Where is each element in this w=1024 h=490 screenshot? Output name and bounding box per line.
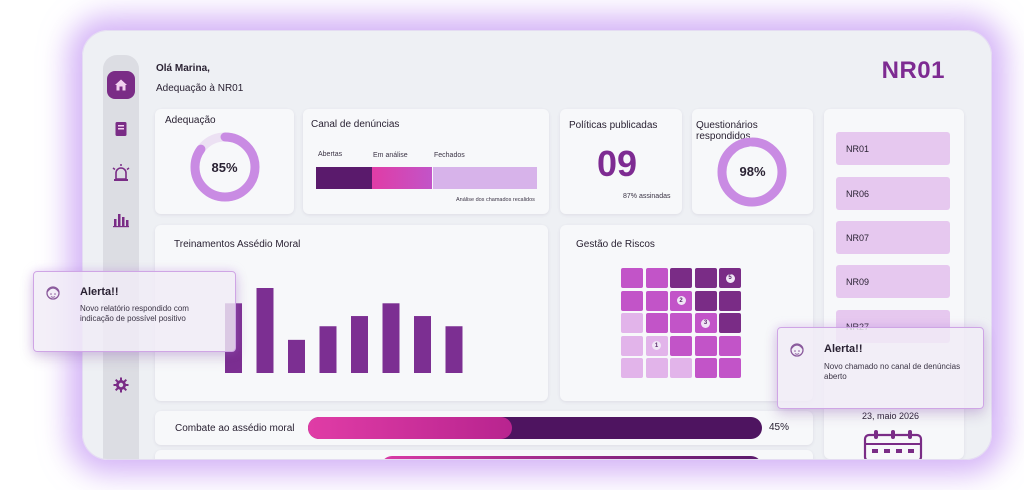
calendar-icon	[863, 430, 923, 459]
risk-cell[interactable]	[645, 290, 668, 311]
training-bar	[319, 326, 337, 373]
brand-logo: NR01	[881, 57, 945, 84]
siren-icon	[112, 164, 130, 181]
training-bar	[445, 326, 463, 373]
gear-icon	[113, 377, 129, 393]
questionnaires-value: 98%	[739, 164, 766, 179]
alert-text: Novo chamado no canal de denúncias abert…	[824, 362, 961, 381]
book-icon	[115, 122, 127, 136]
progress-track-2	[381, 456, 762, 459]
date-label: 23, maio 2026	[862, 411, 920, 421]
risk-card[interactable]: Gestão de Riscos 5 2 3 1	[560, 225, 813, 401]
complaints-title: Canal de denúncias	[311, 119, 400, 130]
nr-panel: NR01 NR06 NR07 NR09 NR27 23, maio 2026	[824, 109, 964, 459]
segment-closed	[433, 167, 537, 189]
risk-cell[interactable]	[621, 313, 643, 333]
policies-value: 09	[597, 143, 638, 184]
risk-cell[interactable]	[670, 313, 692, 333]
training-bar	[382, 303, 400, 373]
risk-cell[interactable]	[645, 358, 668, 378]
risk-cell[interactable]	[719, 290, 741, 311]
nr-item[interactable]: NR09	[836, 265, 950, 298]
label-open: Abertas	[318, 151, 343, 158]
progress-value: 45%	[769, 422, 790, 433]
sidebar-item-home[interactable]	[107, 71, 135, 99]
risk-title: Gestão de Riscos	[576, 239, 655, 250]
risk-cell[interactable]	[719, 313, 741, 333]
sidebar-item-alerts[interactable]	[107, 159, 135, 187]
risk-cell[interactable]	[670, 335, 692, 356]
questionnaires-title: Questionários respondidos	[696, 120, 758, 142]
nr-item[interactable]: NR01	[836, 132, 950, 165]
adequacy-donut	[190, 132, 260, 202]
risk-cell[interactable]	[621, 290, 643, 311]
risk-badge: 2	[676, 296, 686, 305]
risk-cell[interactable]	[694, 335, 717, 356]
risk-cell[interactable]	[621, 268, 643, 288]
segment-review	[372, 167, 432, 189]
policies-note: 87% assinadas	[623, 193, 671, 200]
label-closed: Fechados	[434, 152, 465, 159]
training-bar	[256, 288, 274, 373]
risk-cell[interactable]	[670, 268, 692, 288]
policies-card[interactable]: Políticas publicadas 09 87% assinadas	[560, 109, 682, 214]
risk-badge: 5	[725, 273, 735, 283]
adequacy-card[interactable]: Adequação 85%	[155, 109, 294, 214]
progress-track	[308, 417, 762, 439]
training-title: Treinamentos Assédio Moral	[174, 239, 301, 250]
progress-label: Combate ao assédio moral	[175, 423, 295, 434]
user-alert-icon	[46, 286, 60, 300]
dashboard-window: Olá Marina, Adequação à NR01 NR01 Adequa…	[82, 30, 992, 460]
adequacy-value: 85%	[211, 160, 238, 175]
adequacy-title: Adequação	[165, 115, 216, 126]
training-bar	[288, 339, 305, 373]
policies-title: Políticas publicadas	[569, 120, 658, 131]
risk-cell[interactable]	[694, 268, 717, 288]
alert-toast-report[interactable]: Alerta!! Novo relatório respondido com i…	[33, 271, 236, 352]
risk-cell[interactable]	[645, 268, 668, 288]
bar-chart-icon	[113, 214, 129, 228]
risk-cell[interactable]	[670, 358, 692, 378]
progress-row[interactable]: Combate ao assédio moral 45%	[155, 411, 813, 445]
risk-badge: 1	[652, 341, 661, 350]
sidebar-item-settings[interactable]	[107, 371, 135, 399]
progress-fill	[308, 417, 513, 439]
risk-cell[interactable]	[645, 313, 668, 333]
alert-title: Alerta!!	[824, 343, 863, 355]
greeting: Olá Marina,	[156, 63, 210, 74]
questionnaires-card[interactable]: Questionários respondidos 98%	[692, 109, 813, 214]
alert-title: Alerta!!	[80, 286, 119, 298]
risk-cell[interactable]	[621, 335, 643, 356]
nr-item[interactable]: NR06	[836, 177, 950, 210]
questionnaires-donut	[717, 137, 787, 207]
sidebar-item-policies[interactable]	[107, 115, 135, 143]
complaints-note: Análise dos chamados recalidos	[456, 197, 535, 203]
label-review: Em análise	[373, 152, 408, 159]
training-bar	[351, 316, 368, 373]
alert-toast-complaint[interactable]: Alerta!! Novo chamado no canal de denúnc…	[777, 327, 984, 409]
page-subtitle: Adequação à NR01	[156, 83, 244, 94]
risk-cell[interactable]	[719, 358, 741, 378]
risk-cell[interactable]	[621, 358, 643, 378]
alert-text: Novo relatório respondido com indicação …	[80, 304, 189, 323]
risk-matrix: 5 2 3 1	[621, 268, 745, 380]
nr-item[interactable]: NR07	[836, 221, 950, 254]
risk-cell[interactable]	[719, 335, 741, 356]
complaints-card[interactable]: Canal de denúncias Abertas Em análise Fe…	[303, 109, 549, 214]
sidebar	[103, 55, 139, 459]
risk-cell[interactable]	[694, 358, 717, 378]
home-icon	[115, 79, 127, 91]
risk-badge: 3	[701, 318, 710, 328]
risk-cell[interactable]	[694, 290, 717, 311]
training-bar-chart	[225, 288, 463, 373]
sidebar-item-reports[interactable]	[107, 205, 135, 233]
segment-open	[316, 167, 372, 189]
user-alert-icon	[790, 343, 804, 357]
training-bar	[414, 316, 431, 373]
progress-row-2[interactable]	[155, 450, 813, 459]
